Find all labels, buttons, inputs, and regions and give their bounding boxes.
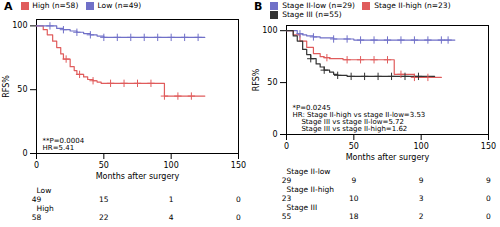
svg-text:0: 0 [22, 149, 27, 158]
svg-text:0: 0 [236, 213, 241, 222]
svg-text:49: 49 [32, 195, 42, 204]
svg-text:High: High [37, 204, 54, 213]
svg-text:150: 150 [231, 161, 246, 170]
svg-text:*P=0.0245HR: Stage II-high vs: *P=0.0245HR: Stage II-high vs stage II-l… [293, 104, 426, 133]
html-text:Low (n=49): Low (n=49) [97, 1, 142, 10]
svg-text:3: 3 [419, 194, 424, 203]
svg-text:50: 50 [267, 78, 277, 87]
svg-text:50: 50 [17, 85, 27, 94]
svg-text:22: 22 [99, 213, 109, 222]
svg-text:100: 100 [12, 21, 27, 30]
svg-text:0: 0 [272, 130, 277, 139]
svg-text:Low: Low [37, 186, 52, 195]
svg-text:Months after surgery: Months after surgery [96, 172, 180, 181]
svg-text:9: 9 [351, 176, 356, 185]
svg-text:4: 4 [169, 213, 174, 222]
svg-text:0: 0 [486, 212, 491, 221]
svg-text:100: 100 [164, 161, 179, 170]
svg-text:RFS%: RFS% [2, 75, 11, 98]
svg-text:15: 15 [99, 195, 109, 204]
svg-text:55: 55 [282, 212, 292, 221]
svg-text:0: 0 [236, 195, 241, 204]
svg-text:10: 10 [349, 194, 359, 203]
svg-text:100: 100 [262, 26, 277, 35]
svg-text:29: 29 [282, 176, 292, 185]
svg-text:150: 150 [481, 142, 496, 151]
svg-text:2: 2 [419, 212, 424, 221]
html-text:B: B [254, 0, 263, 13]
svg-text:50: 50 [349, 142, 359, 151]
svg-text:50: 50 [99, 161, 109, 170]
html-text:Stage II-low (n=29): Stage II-low (n=29) [282, 1, 355, 10]
svg-text:23: 23 [282, 194, 292, 203]
svg-text:18: 18 [349, 212, 359, 221]
svg-text:0: 0 [486, 194, 491, 203]
svg-text:9: 9 [419, 176, 424, 185]
svg-text:9: 9 [486, 176, 491, 185]
html-text:Stage II-high (n=23): Stage II-high (n=23) [374, 1, 451, 10]
html-text:High (n=58): High (n=58) [32, 1, 79, 10]
svg-text:0: 0 [284, 142, 289, 151]
svg-text:Stage II-low: Stage II-low [287, 167, 331, 176]
svg-text:1: 1 [169, 195, 174, 204]
html-text:A: A [4, 0, 13, 13]
svg-text:RFS%: RFS% [252, 68, 261, 91]
svg-text:0: 0 [34, 161, 39, 170]
svg-text:58: 58 [32, 213, 42, 222]
svg-text:Months after surgery: Months after surgery [346, 153, 430, 162]
html-text:Stage III (n=55): Stage III (n=55) [282, 10, 342, 19]
svg-text:Stage III: Stage III [287, 203, 318, 212]
svg-text:Stage II-high: Stage II-high [287, 185, 335, 194]
svg-text:100: 100 [414, 142, 429, 151]
svg-text:**P=0.0004HR=5.41: **P=0.0004HR=5.41 [43, 137, 85, 152]
